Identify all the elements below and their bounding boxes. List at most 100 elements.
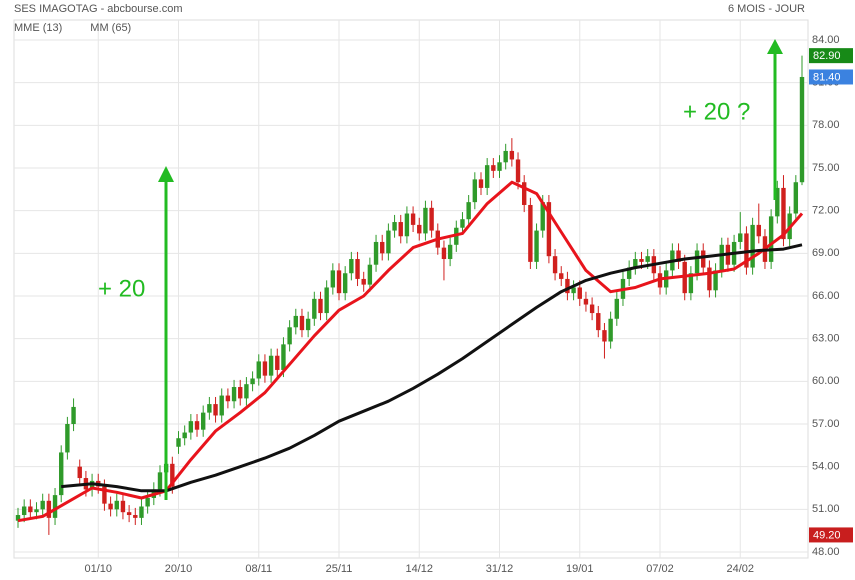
candle-body — [207, 404, 212, 413]
candle-body — [182, 432, 187, 439]
candle-body — [28, 506, 33, 513]
y-tick-label: 51.00 — [812, 503, 840, 515]
candle-body — [540, 202, 545, 231]
candle-body — [781, 187, 786, 240]
candle-body — [299, 315, 305, 331]
candle-body — [410, 213, 416, 225]
candle-body — [676, 250, 681, 262]
chart-subtitle: 6 MOIS - JOUR — [728, 3, 805, 15]
candle-body — [596, 313, 601, 331]
candle-body — [460, 219, 465, 228]
candle-body — [71, 406, 76, 424]
candle-body — [324, 287, 329, 314]
candle-body — [293, 315, 298, 328]
candle-body — [768, 216, 774, 262]
arrow-head — [158, 166, 174, 182]
candle-body — [626, 267, 632, 279]
candle-body — [417, 224, 422, 234]
legend-entry: MME (13) — [14, 22, 62, 34]
candle-body — [775, 187, 780, 217]
candle-body — [633, 259, 638, 268]
candle-body — [404, 213, 410, 237]
candle-body — [398, 222, 403, 237]
candle-body — [614, 298, 620, 319]
candle-body — [503, 150, 508, 163]
candle-body — [262, 361, 268, 376]
annotation: + 20 ? — [683, 98, 750, 125]
candle-body — [188, 421, 194, 433]
y-tick-label: 57.00 — [812, 418, 840, 430]
candle-body — [484, 165, 490, 188]
grid — [14, 20, 808, 558]
y-tick-label: 84.00 — [812, 34, 840, 46]
candle-body — [21, 506, 27, 516]
candle-body — [707, 267, 712, 291]
candles — [15, 55, 805, 535]
x-tick-label: 25/11 — [326, 563, 353, 575]
candle-body — [361, 278, 366, 285]
candle-body — [373, 241, 379, 265]
candle-body — [756, 224, 761, 237]
candle-body — [46, 500, 52, 518]
candle-body — [799, 76, 805, 183]
price-badge-label: 81.40 — [813, 71, 841, 83]
candle-body — [466, 202, 471, 220]
price-badge — [809, 48, 853, 64]
price-badge — [809, 69, 853, 85]
candle-body — [108, 503, 113, 510]
x-tick-label: 24/02 — [727, 563, 755, 575]
candle-body — [102, 486, 107, 504]
candle-body — [713, 270, 718, 291]
candle-body — [380, 241, 385, 254]
candle-body — [114, 500, 119, 510]
plot-frame — [13, 19, 809, 559]
candle-body — [793, 182, 799, 214]
y-tick-label: 75.00 — [812, 162, 840, 174]
candle-body — [15, 515, 21, 521]
candle-body — [157, 472, 163, 490]
candle-body — [497, 162, 502, 171]
candle-body — [287, 327, 292, 345]
candle-body — [59, 452, 64, 496]
candle-body — [268, 355, 274, 376]
candle-body — [750, 224, 755, 268]
y-tick-label: 78.00 — [812, 119, 840, 131]
candle-body — [349, 259, 354, 274]
candle-body — [515, 159, 521, 183]
y-tick-label: 48.00 — [812, 546, 840, 558]
candle-body — [701, 250, 706, 268]
candle-body — [305, 318, 311, 331]
candle-body — [225, 395, 231, 402]
candle-body — [565, 278, 570, 294]
ma-line — [17, 180, 804, 523]
candle-body — [719, 244, 724, 271]
candle-body — [281, 344, 286, 370]
candle-body — [386, 230, 391, 254]
price-badge-label: 49.20 — [813, 529, 841, 541]
x-tick-label: 19/01 — [566, 563, 594, 575]
candle-body — [219, 395, 224, 416]
candle-body — [522, 182, 527, 205]
candle-body — [639, 259, 644, 262]
candle-body — [244, 384, 249, 399]
candle-body — [145, 497, 150, 507]
candle-body — [528, 204, 533, 262]
candle-body — [52, 495, 58, 518]
candle-body — [77, 466, 82, 479]
candle-body — [330, 270, 336, 288]
candle-body — [645, 256, 650, 262]
candle-body — [342, 273, 348, 294]
candle-body — [133, 515, 138, 518]
candle-body — [589, 304, 595, 314]
candle-body — [509, 150, 515, 160]
candle-body — [738, 233, 743, 242]
moving-averages — [17, 180, 804, 523]
arrow-head — [767, 39, 783, 54]
candle-body — [231, 387, 237, 402]
candle-body — [559, 273, 564, 279]
candle-body — [429, 207, 434, 231]
candle-body — [126, 512, 132, 516]
candle-body — [694, 250, 700, 274]
x-tick-label: 31/12 — [486, 563, 514, 575]
candle-body — [256, 361, 261, 379]
